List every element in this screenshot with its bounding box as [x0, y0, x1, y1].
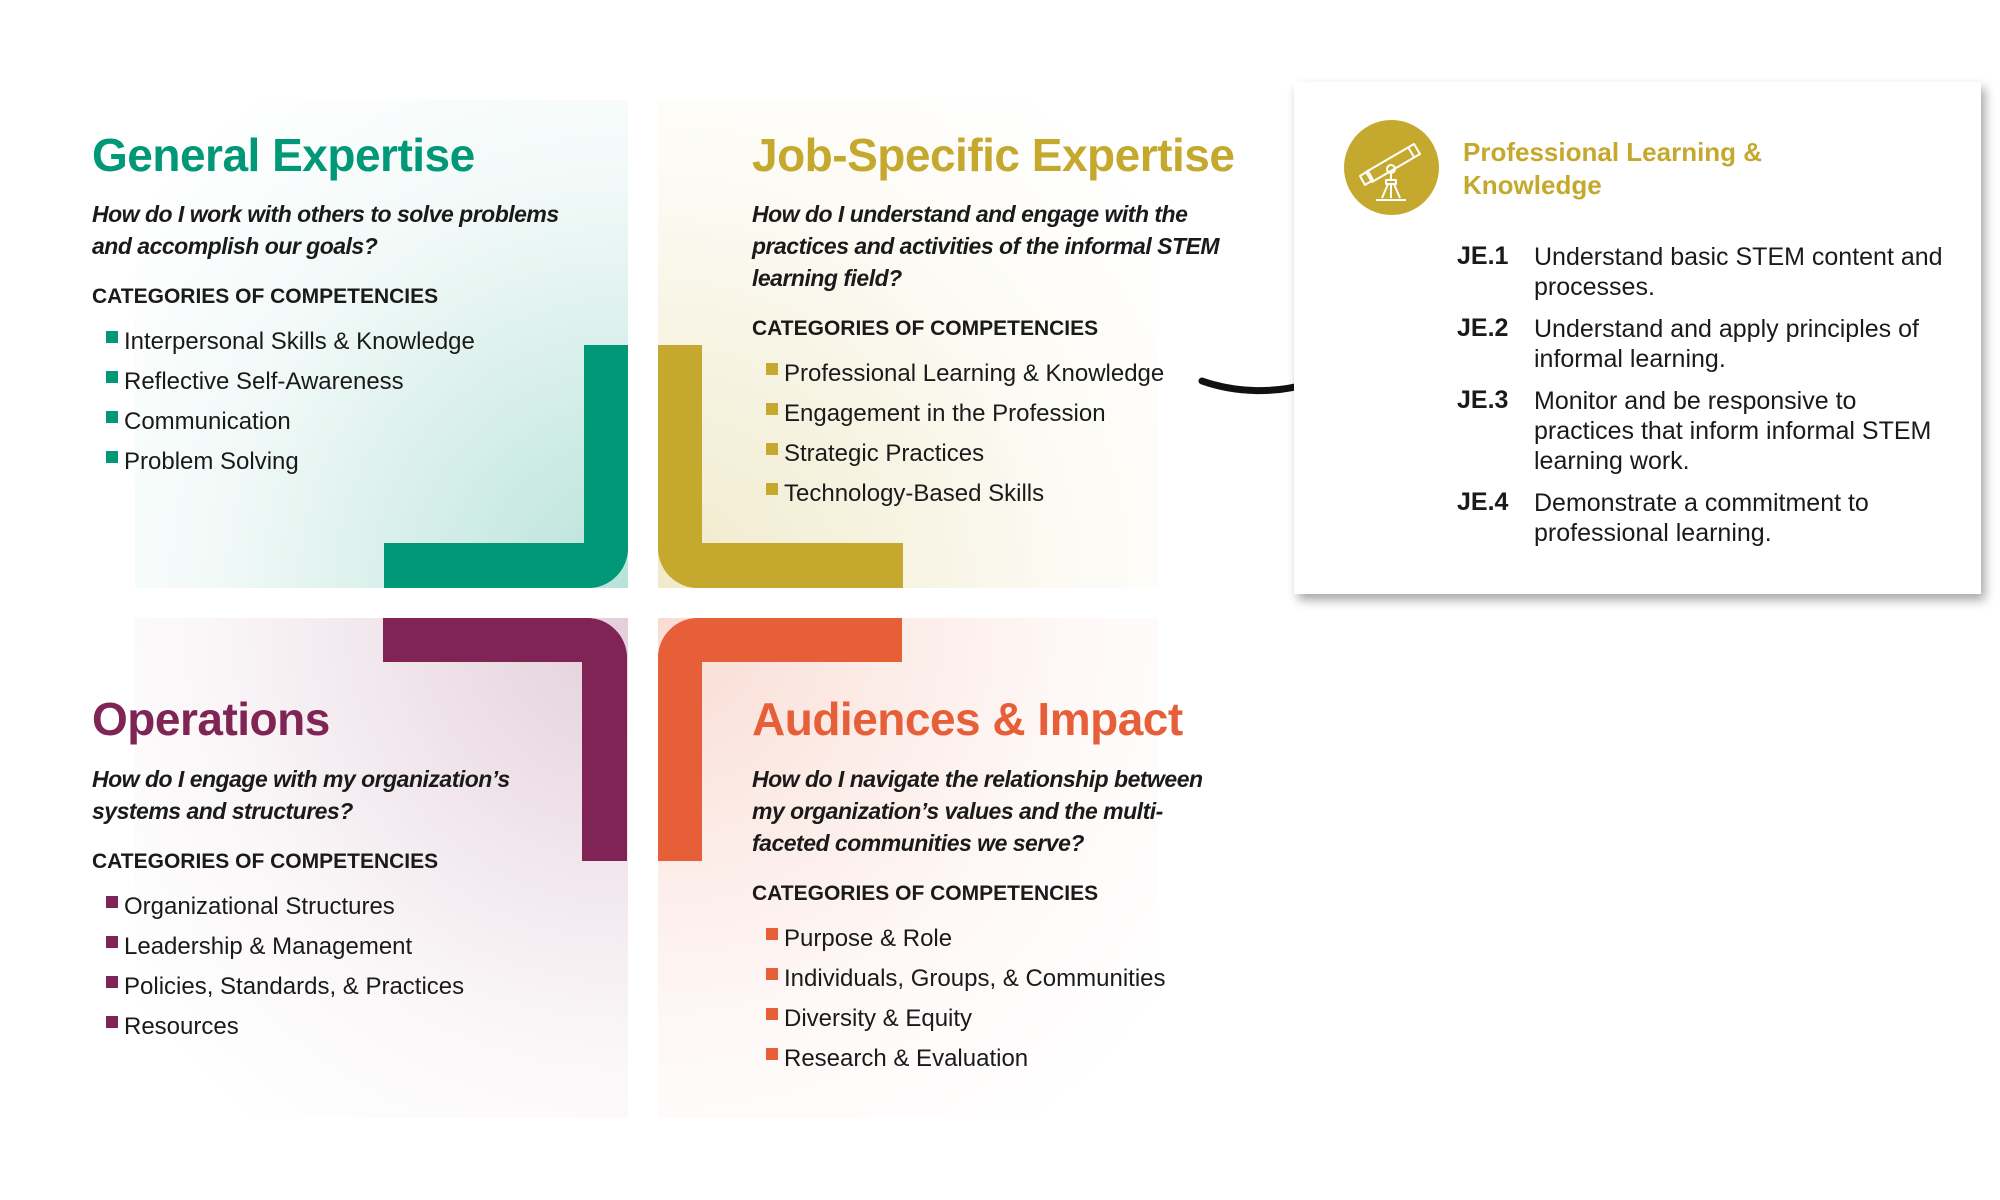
detail-card-title: Professional Learning & Knowledge [1463, 137, 1763, 200]
gold-square-bullet-icon [766, 363, 778, 375]
competency-code: JE.3 [1457, 386, 1509, 414]
list-item-label: Reflective Self-Awareness [124, 368, 404, 395]
purple-square-bullet-icon [106, 936, 118, 948]
operations-background [135, 618, 628, 1118]
list-item-label: Interpersonal Skills & Knowledge [124, 328, 475, 355]
green-square-bullet-icon [106, 371, 118, 383]
job-specific-expertise-question: How do I understand and engage with the … [752, 201, 1220, 291]
list-item-label: Research & Evaluation [784, 1045, 1029, 1072]
audiences-impact-categories-header: CATEGORIES OF COMPETENCIES [752, 882, 1099, 905]
list-item-label: Strategic Practices [784, 440, 985, 467]
list-item: Leadership & Management [92, 927, 464, 967]
list-item: Engagement in the Profession [752, 394, 1164, 434]
operations-question: How do I engage with my organization’s s… [92, 766, 510, 824]
competency-text: Monitor and be responsive to practices t… [1534, 387, 1932, 475]
gold-square-bullet-icon [766, 483, 778, 495]
competency-code: JE.2 [1457, 314, 1509, 342]
purple-square-bullet-icon [106, 1016, 118, 1028]
purple-corner-bracket [383, 618, 627, 861]
orange-square-bullet-icon [766, 1008, 778, 1020]
orange-corner-bracket [658, 618, 902, 861]
gold-square-bullet-icon [766, 443, 778, 455]
list-item-label: Resources [124, 1013, 239, 1040]
competency-text: Understand basic STEM content and proces… [1534, 243, 1943, 301]
orange-square-bullet-icon [766, 928, 778, 940]
competency-code: JE.1 [1457, 242, 1509, 270]
list-item-label: Policies, Standards, & Practices [124, 973, 465, 1000]
audiences-impact-question: How do I navigate the relationship betwe… [752, 766, 1203, 856]
gold-square-bullet-icon [766, 403, 778, 415]
job-specific-background [658, 100, 1158, 588]
list-item-label: Leadership & Management [124, 933, 413, 960]
list-item: Reflective Self-Awareness [92, 362, 475, 402]
job-specific-expertise-categories-header: CATEGORIES OF COMPETENCIES [752, 317, 1099, 340]
list-item: Interpersonal Skills & Knowledge [92, 322, 475, 362]
general-expertise-categories-header: CATEGORIES OF COMPETENCIES [92, 285, 439, 308]
purple-square-bullet-icon [106, 896, 118, 908]
green-square-bullet-icon [106, 411, 118, 423]
competency-code: JE.4 [1457, 488, 1509, 516]
general-background [135, 100, 628, 588]
list-item: Strategic Practices [752, 434, 1164, 474]
list-item: Diversity & Equity [752, 999, 1166, 1039]
telescope-icon [1344, 120, 1439, 215]
audiences-background [658, 618, 1158, 1118]
green-square-bullet-icon [106, 331, 118, 343]
detail-card: Professional Learning & Knowledge JE.1 U… [1294, 82, 1981, 594]
list-item: Problem Solving [92, 442, 475, 482]
list-item: Individuals, Groups, & Communities [752, 959, 1166, 999]
list-item-label: Technology-Based Skills [784, 480, 1045, 507]
list-item: Purpose & Role [752, 919, 1166, 959]
operations-title: Operations [92, 693, 330, 745]
competency-text: Demonstrate a commitment to professional… [1534, 489, 1869, 547]
general-expertise-list: Interpersonal Skills & Knowledge Reflect… [92, 322, 475, 482]
list-item-label: Individuals, Groups, & Communities [784, 965, 1166, 992]
list-item: Policies, Standards, & Practices [92, 967, 464, 1007]
list-item: Research & Evaluation [752, 1039, 1166, 1079]
list-item: Organizational Structures [92, 887, 464, 927]
list-item-label: Purpose & Role [784, 925, 953, 952]
list-item-label: Engagement in the Profession [784, 400, 1106, 427]
list-item-label: Problem Solving [124, 448, 299, 475]
list-item-label: Professional Learning & Knowledge [784, 360, 1165, 387]
audiences-impact-list: Purpose & Role Individuals, Groups, & Co… [752, 919, 1166, 1079]
list-item-label: Diversity & Equity [784, 1005, 973, 1032]
job-specific-expertise-title: Job-Specific Expertise [752, 129, 1235, 181]
audiences-impact-title: Audiences & Impact [752, 693, 1183, 745]
operations-list: Organizational Structures Leadership & M… [92, 887, 464, 1047]
general-expertise-question: How do I work with others to solve probl… [92, 201, 559, 259]
list-item-professional-learning[interactable]: Professional Learning & Knowledge [752, 354, 1164, 394]
orange-square-bullet-icon [766, 968, 778, 980]
green-corner-bracket [384, 345, 628, 588]
list-item-label: Communication [124, 408, 291, 435]
orange-square-bullet-icon [766, 1048, 778, 1060]
purple-square-bullet-icon [106, 976, 118, 988]
competency-text: Understand and apply principles of infor… [1534, 315, 1919, 373]
operations-categories-header: CATEGORIES OF COMPETENCIES [92, 850, 439, 873]
gold-corner-bracket [658, 345, 903, 588]
green-square-bullet-icon [106, 451, 118, 463]
list-item: Technology-Based Skills [752, 474, 1164, 514]
list-item-label: Organizational Structures [124, 893, 395, 920]
general-expertise-title: General Expertise [92, 129, 475, 181]
list-item: Resources [92, 1007, 464, 1047]
job-specific-expertise-list: Professional Learning & Knowledge Engage… [752, 354, 1164, 514]
list-item: Communication [92, 402, 475, 442]
